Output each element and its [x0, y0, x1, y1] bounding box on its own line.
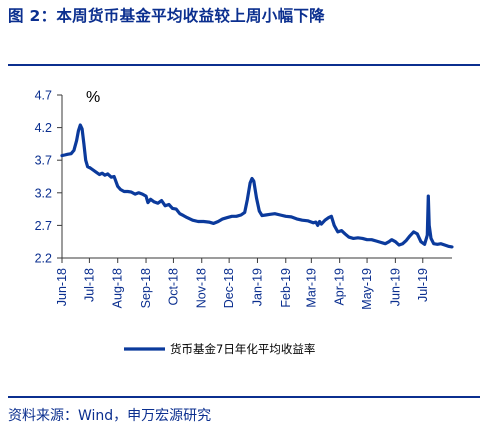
- legend-label: 货币基金7日年化平均收益率: [170, 342, 315, 356]
- source-rule: [8, 396, 480, 398]
- series-line: [60, 123, 454, 249]
- legend: 货币基金7日年化平均收益率: [124, 342, 315, 356]
- x-tick-label: Jul-19: [416, 268, 430, 302]
- x-axis: Jun-18 Jul-18 Aug-18 Sep-18 Oct-18 Nov-18 Dec-…: [55, 257, 452, 310]
- y-tick-label: 4.7: [35, 89, 52, 103]
- chart-title: 图 2：本周货币基金平均收益较上周小幅下降: [8, 7, 325, 25]
- y-tick-label: 4.2: [35, 121, 52, 135]
- x-tick-label: Jul-18: [82, 268, 96, 302]
- y-tick-label: 3.7: [35, 154, 52, 168]
- x-tick-label: Mar-19: [304, 268, 318, 308]
- x-tick-label: Apr-19: [333, 268, 347, 306]
- y-tick-label: 2.7: [35, 219, 52, 233]
- x-tick-label: May-19: [360, 268, 374, 310]
- x-tick-label: Jan-19: [250, 268, 264, 306]
- x-tick-label: Nov-18: [195, 268, 209, 308]
- x-tick-label: Jun-18: [55, 268, 69, 306]
- y-tick-label: 3.2: [35, 186, 52, 200]
- y-tick-label: 2.2: [35, 252, 52, 266]
- unit-label: %: [86, 89, 100, 106]
- x-tick-label: Aug-18: [111, 268, 125, 308]
- line-chart: 2.2 2.7 3.2 3.7 4.2 4.7 Jun-18 Jul-18 Aug-18 Sep…: [35, 89, 454, 356]
- title-rule: [8, 64, 480, 66]
- x-tick-label: Dec-18: [222, 268, 236, 308]
- x-tick-label: Jun-19: [388, 268, 402, 306]
- y-axis: 2.2 2.7 3.2 3.7 4.2 4.7: [35, 89, 63, 266]
- source-note: 资料来源：Wind，申万宏源研究: [8, 408, 212, 424]
- x-tick-label: Feb-19: [279, 268, 293, 308]
- x-tick-label: Sep-18: [139, 268, 153, 308]
- x-tick-label: Oct-18: [166, 268, 180, 306]
